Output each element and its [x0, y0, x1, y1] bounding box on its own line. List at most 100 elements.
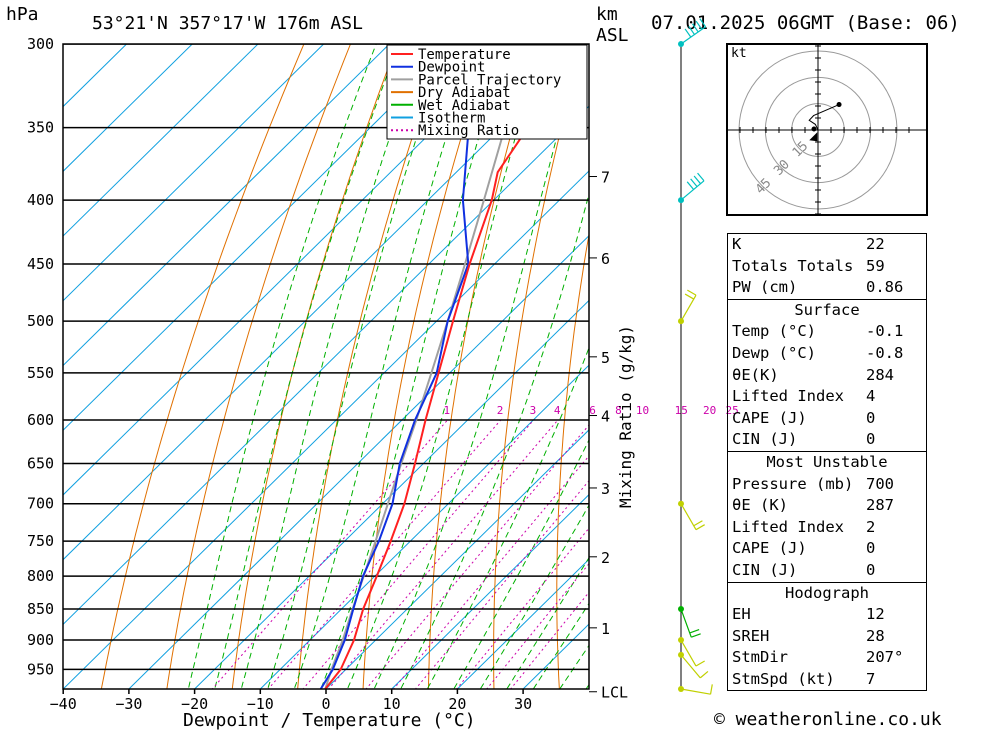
wind-barb-shaft: [680, 639, 697, 667]
surface-row: Lifted Index 4: [728, 386, 926, 408]
index-value: 12: [866, 605, 885, 624]
pressure-tick-label: 750: [27, 532, 54, 550]
wind-barb-flag: [697, 172, 705, 182]
wind-barb-flag: [691, 633, 701, 638]
legend-label: Wet Adiabat: [418, 98, 511, 114]
x-tick-label: 30: [514, 695, 532, 713]
wind-barb-flag: [690, 178, 698, 187]
wet-adiabat-line: [187, 44, 377, 689]
most-unstable-box: Most Unstable Pressure (mb) 700 θE (K) 287…: [727, 450, 927, 582]
isobar-lines: [63, 44, 589, 671]
index-label: Dewp (°C): [732, 343, 816, 362]
wind-barb-flag: [688, 26, 696, 35]
dry-adiabat-line: [100, 44, 305, 689]
wind-barb-flag: [695, 20, 703, 30]
index-value: 0: [866, 408, 876, 427]
pressure-tick-label: 500: [27, 312, 54, 330]
parcel-trajectory-line: [324, 44, 532, 689]
mixing-ratio-label: 25: [726, 404, 739, 417]
wind-barb-flag: [691, 23, 699, 33]
mixing-ratio-line: [392, 455, 589, 689]
wet-adiabat-line: [373, 44, 584, 689]
wet-adiabat-line: [320, 44, 509, 689]
index-row-pw: PW (cm) 0.86: [728, 277, 926, 299]
dry-adiabat-line: [677, 44, 723, 697]
wind-barb-flag: [684, 28, 692, 38]
surface-row: θE(K) 284: [728, 365, 926, 387]
isotherm-line: [259, 364, 589, 689]
profile-lines: [319, 44, 580, 689]
credit-text[interactable]: © weatheronline.co.uk: [714, 709, 942, 730]
dewpoint-line: [319, 44, 522, 689]
wind-barb-flag: [699, 670, 709, 679]
pressure-tick-label: 950: [27, 660, 54, 678]
most-unstable-title: Most Unstable: [766, 452, 888, 471]
x-tick-label: −40: [50, 695, 77, 713]
x-tick-label: 0: [321, 695, 330, 713]
index-label: K: [732, 235, 742, 253]
km-tick-label: 6: [601, 250, 610, 268]
index-label: EH: [732, 605, 751, 624]
pressure-tick-label: 450: [27, 255, 54, 273]
isotherm-line: [63, 44, 325, 302]
mixing-ratio-label: 8: [615, 404, 622, 417]
pressure-unit-label: hPa: [6, 4, 39, 25]
hodograph-index-box: Hodograph EH 12 SREH 28 StmDir 207° StmSpd …: [727, 581, 927, 692]
km-tick-label: 7: [601, 169, 610, 187]
wind-barb-flag: [693, 175, 701, 185]
index-label: θE(K): [732, 365, 779, 384]
mixing-ratio-label: 6: [589, 404, 596, 417]
wind-barb-flag: [687, 289, 697, 296]
index-label: CIN (J): [732, 430, 798, 449]
mu-row: θE (K) 287: [728, 495, 926, 517]
x-tick-label: −20: [181, 695, 208, 713]
index-value: 284: [866, 365, 894, 384]
wind-barb-flag: [693, 520, 703, 527]
index-label: Totals Totals: [732, 256, 854, 275]
index-value: 287: [866, 496, 894, 515]
mixing-ratio-line: [267, 419, 502, 689]
index-value: 0: [866, 560, 876, 579]
wind-barb-shaft: [680, 688, 711, 695]
pressure-tick-label: 700: [27, 495, 54, 513]
mixing-ratio-line: [455, 527, 589, 689]
index-label: CIN (J): [732, 560, 798, 579]
index-value: -0.8: [866, 343, 904, 362]
mixing-ratio-label: 1: [444, 404, 451, 417]
hodo-row: SREH 28: [728, 626, 926, 648]
isotherm-lines: [63, 44, 589, 689]
isotherm-line: [63, 44, 390, 367]
pressure-tick-label: 400: [27, 191, 54, 209]
mixing-ratio-axis-title: Mixing Ratio (g/kg): [616, 325, 635, 508]
isotherm-line: [63, 44, 259, 237]
wind-barb-flag: [709, 684, 713, 695]
wind-barb-shaft: [680, 654, 701, 679]
isotherm-line: [63, 105, 589, 626]
legend-label: Temperature: [418, 47, 511, 63]
hodograph-title: Hodograph: [785, 583, 869, 602]
mixing-ratio-label: 10: [636, 404, 649, 417]
index-value: 28: [866, 626, 885, 645]
mixing-ratio-labels: 1 2 3 4 6 8 10 15 20 25: [444, 404, 739, 417]
index-value: 2: [866, 517, 876, 536]
wind-barb-shaft: [680, 180, 705, 201]
hodograph-start-dot: [811, 126, 817, 132]
wind-barb-flag: [695, 660, 705, 667]
km-tick-label: LCL: [601, 684, 628, 702]
isotherm-line: [391, 493, 589, 689]
surface-box: Surface Temp (°C) -0.1 Dewp (°C) -0.8 θE(K…: [727, 298, 927, 451]
hodograph-unit-label: kt: [731, 46, 747, 61]
mixing-ratio-label: 20: [703, 404, 716, 417]
mu-row: CAPE (J) 0: [728, 538, 926, 560]
isotherm-line: [63, 44, 522, 496]
index-value: 4: [866, 387, 876, 406]
index-value: 0: [866, 430, 876, 449]
indices-table: K 22 Totals Totals 59 PW (cm) 0.86 Surface …: [727, 233, 927, 692]
index-label: Temp (°C): [732, 322, 816, 341]
index-label: SREH: [732, 626, 770, 645]
pressure-tick-label: 850: [27, 600, 54, 618]
isotherm-line: [194, 299, 589, 689]
wet-adiabat-line: [240, 44, 424, 689]
location-title: 53°21'N 357°17'W 176m ASL: [92, 13, 363, 34]
